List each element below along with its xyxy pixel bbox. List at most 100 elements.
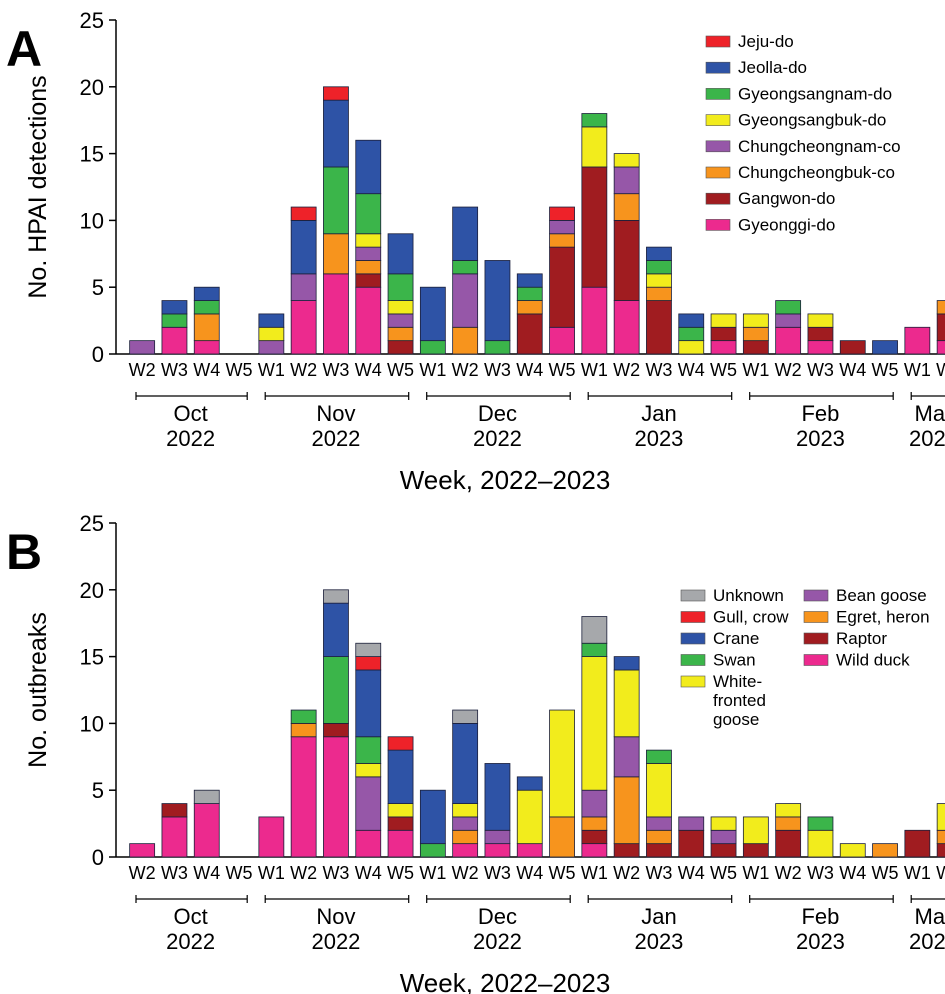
legend-label-line: Gyeongsangnam-do — [738, 84, 892, 103]
x-tick-label: W4 — [355, 360, 382, 380]
bar-segment — [193, 789, 220, 804]
legend-swatch — [705, 140, 731, 153]
bar-segment — [452, 206, 479, 261]
bar-segment — [807, 326, 834, 342]
bar-segment — [936, 829, 945, 845]
month-label-line: Oct — [173, 401, 207, 426]
bar-segment — [290, 723, 317, 738]
bar-segment — [129, 340, 156, 355]
x-tick-label: W4 — [678, 863, 705, 883]
panel-label: B — [6, 524, 42, 580]
legend-label: Gull, crow — [713, 608, 789, 627]
legend-label-line: Wild duck — [836, 651, 910, 670]
legend-label-line: Chungcheongbuk-co — [738, 163, 895, 182]
bar-segment — [775, 803, 802, 818]
month-label-line: Oct — [173, 904, 207, 929]
legend-label: Wild duck — [836, 651, 910, 670]
legend-label-line: White- — [713, 672, 762, 691]
bar-segment — [355, 669, 382, 738]
bar-segment — [161, 816, 188, 858]
x-tick-label: W3 — [645, 863, 672, 883]
bar-segment — [516, 273, 543, 288]
bar-segment — [613, 166, 640, 195]
legend-label-line: Unknown — [713, 586, 784, 605]
legend-label-line: Gyeongsangbuk-do — [738, 111, 886, 130]
y-axis-title: No. HPAI detections — [24, 75, 52, 298]
bar-segment — [355, 233, 382, 248]
legend-label: Raptor — [836, 629, 887, 648]
x-tick-label: W2 — [290, 360, 317, 380]
bar-segment — [323, 602, 349, 657]
bar-segment — [355, 829, 382, 858]
bar-segment — [678, 340, 705, 355]
bar-segment — [323, 723, 349, 738]
bar-segment — [258, 340, 285, 355]
bar-segment — [872, 340, 898, 355]
x-tick-label: W1 — [419, 863, 446, 883]
month-label-line: Jan — [641, 904, 676, 929]
bar-segment — [355, 776, 382, 831]
bar-segment — [646, 763, 672, 818]
month-label-line: 2022 — [166, 929, 215, 954]
x-tick-label: W5 — [226, 863, 253, 883]
bar-segment — [581, 656, 608, 791]
x-tick-label: W2 — [936, 863, 945, 883]
bar-segment — [323, 656, 349, 724]
bar-segment — [775, 313, 802, 328]
bar-segment — [646, 246, 672, 261]
legend-swatch — [705, 219, 731, 231]
month-label: Feb 2023 — [796, 904, 845, 954]
bar-segment — [355, 736, 382, 764]
bar-segment — [678, 829, 705, 858]
bar-segment — [904, 829, 931, 858]
x-tick-label: W5 — [549, 863, 576, 883]
x-tick-label: W4 — [516, 863, 543, 883]
bar-segment — [323, 86, 349, 101]
bar-segment — [710, 843, 737, 858]
legend-swatch — [680, 632, 706, 645]
x-tick-label: W3 — [322, 863, 349, 883]
month-label: Nov 2022 — [311, 401, 360, 451]
bar-segment — [323, 233, 349, 275]
bar-segment — [452, 723, 479, 804]
month-label-line: 2023 — [796, 929, 845, 954]
month-label-line: 2022 — [166, 426, 215, 451]
legend-label: White-fronted goose — [713, 672, 766, 729]
legend-swatch — [705, 166, 731, 179]
month-label: Oct 2022 — [166, 904, 215, 954]
bar-segment — [258, 326, 285, 342]
month-label-line: 2023 — [634, 426, 683, 451]
month-label-line: 2023 — [634, 929, 683, 954]
bar-segment — [710, 340, 737, 355]
x-axis-title: Week, 2022–2023 — [400, 465, 611, 495]
bar-segment — [936, 313, 945, 342]
bar-segment — [646, 286, 672, 301]
legend-label: Gangwon-do — [738, 189, 835, 208]
bar-segment — [581, 789, 608, 818]
legend-label: Chungcheongnam-co — [738, 137, 901, 156]
bar-segment — [323, 589, 349, 604]
bar-segment — [387, 829, 414, 858]
bar-segment — [613, 669, 640, 738]
legend-swatch — [680, 675, 706, 688]
x-tick-label: W3 — [807, 360, 834, 380]
legend-label: Gyeongsangbuk-do — [738, 111, 886, 130]
legend-label-line: Gangwon-do — [738, 189, 835, 208]
bar-segment — [161, 313, 188, 328]
month-label-line: 2023 — [909, 929, 945, 954]
bar-segment — [516, 300, 543, 315]
legend-swatch — [803, 654, 829, 666]
y-tick-label: 25 — [80, 8, 104, 33]
bar-segment — [355, 642, 382, 657]
bar-segment — [613, 656, 640, 671]
bar-segment — [355, 763, 382, 778]
bar-segment — [807, 816, 834, 831]
x-tick-label: W5 — [226, 360, 253, 380]
bar-segment — [387, 300, 414, 315]
bar-segment — [646, 816, 672, 831]
legend-swatch — [705, 35, 731, 48]
month-label-line: Feb — [801, 904, 839, 929]
x-tick-label: W5 — [549, 360, 576, 380]
bar-segment — [161, 300, 188, 315]
bar-segment — [775, 300, 802, 315]
